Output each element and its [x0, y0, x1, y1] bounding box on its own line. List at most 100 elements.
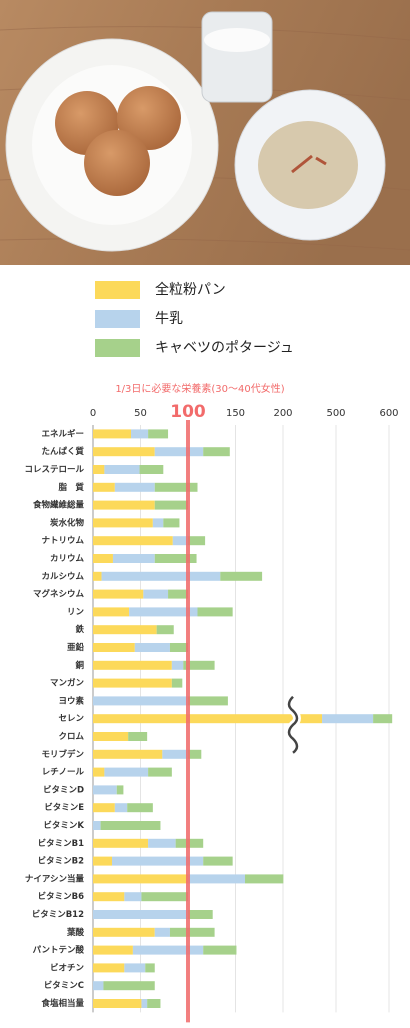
bar-segment [141, 892, 188, 902]
category-label: パントテン酸 [33, 945, 85, 956]
bar-segment [148, 767, 172, 777]
x-tick-label: 150 [226, 408, 245, 419]
bar-segment [220, 571, 263, 581]
bar-segment [148, 838, 176, 848]
bar-segment [141, 999, 148, 1008]
category-label: カリウム [50, 554, 85, 564]
bar-segment [114, 482, 155, 492]
bar-segment [169, 927, 215, 937]
category-label: ビタミンB2 [38, 856, 84, 867]
category-label: エネルギー [41, 428, 84, 439]
food-photo [0, 0, 410, 265]
category-label: ビタミンB12 [32, 909, 84, 920]
bar-segment [93, 910, 188, 919]
legend-label: 牛乳 [155, 311, 183, 327]
x-tick-label: 200 [273, 408, 292, 419]
bar-segment [188, 910, 213, 919]
bar-segment [100, 821, 161, 830]
bar-segment [154, 482, 198, 492]
category-label: 鉄 [75, 624, 84, 635]
bar-segment [124, 963, 146, 973]
legend-swatch [95, 339, 140, 357]
bar-segment [93, 589, 144, 599]
bar-segment [169, 643, 188, 652]
category-label: ビタミンD [43, 784, 84, 795]
category-label: 脂 質 [57, 482, 84, 493]
category-label: レチノール [42, 768, 85, 778]
category-label: ナトリウム [41, 536, 84, 546]
bar-segment [93, 892, 125, 902]
bar-segment [124, 892, 142, 902]
bar-segment [203, 945, 237, 955]
bar-segment [93, 571, 102, 581]
bar-segment [203, 856, 233, 866]
bar-segment [129, 607, 198, 617]
bar-segment [93, 821, 101, 830]
bar-segment [93, 660, 172, 670]
legend-label: キャベツのポタージュ [155, 340, 294, 356]
category-label: ビタミンE [44, 802, 84, 813]
chart: 1/3日に必要な栄養素(30〜40代女性) 0 50 100 150 200 500 600… [24, 382, 399, 1023]
bar-segment [93, 856, 112, 866]
category-label: セレン [58, 714, 84, 724]
category-label: 銅 [74, 660, 84, 671]
bar-segment [183, 660, 215, 670]
bar-segment [93, 874, 188, 884]
bar-segment [154, 927, 170, 937]
bar-segment [245, 874, 284, 884]
category-label: 葉酸 [66, 927, 85, 938]
bar-segment [152, 518, 164, 528]
category-label: 炭水化物 [50, 517, 85, 528]
bar-segment [373, 714, 393, 724]
bar-segment [171, 678, 183, 688]
bar-segment [188, 749, 202, 759]
category-label: マグネシウム [33, 589, 85, 600]
bar-segment [93, 785, 117, 795]
bar-segment [93, 554, 113, 563]
bar-segment [148, 429, 169, 439]
bar-segment [93, 838, 149, 848]
category-label: 食物繊維総量 [33, 500, 85, 511]
bar-segment [168, 589, 188, 599]
bar-segment [93, 945, 133, 955]
category-label: 亜鉛 [67, 642, 85, 653]
bar-segment [114, 803, 128, 813]
category-label: ビタミンC [44, 980, 84, 991]
chart-title: 1/3日に必要な栄養素(30〜40代女性) [115, 382, 284, 395]
bar-segment [103, 981, 155, 991]
legend-swatch [95, 310, 140, 328]
bar-segment [93, 429, 131, 439]
bar-segment [322, 714, 374, 724]
x-tick-label: 600 [379, 408, 398, 419]
bar-segment [93, 732, 129, 741]
x-tick-label: 100 [170, 402, 206, 422]
bar-segment [112, 856, 204, 866]
category-label: モリブデン [41, 749, 84, 760]
bar-segment [101, 571, 221, 581]
bar-segment [128, 732, 148, 741]
x-tick-label: 50 [134, 408, 147, 419]
bar-segment [93, 714, 323, 724]
bar-segment [156, 625, 174, 635]
category-label: カルシウム [41, 572, 84, 582]
bar-segment [93, 465, 105, 474]
category-label: マンガン [50, 678, 85, 689]
bar-segment [93, 518, 153, 528]
bar-segment [93, 447, 155, 457]
category-label: ビタミンB1 [38, 838, 84, 849]
category-label: ビオチン [50, 962, 85, 973]
x-tick-label: 0 [90, 408, 96, 419]
category-label: コレステロール [24, 465, 84, 475]
bar-segment [139, 465, 164, 474]
bar-segment [93, 696, 188, 706]
axis-break [287, 695, 299, 754]
category-label: 食塩相当量 [41, 998, 84, 1009]
bar-segment [162, 749, 188, 759]
bar-segment [203, 447, 230, 457]
category-label: ナイアシン当量 [25, 873, 85, 884]
bar-segment [93, 500, 155, 510]
bar-segment [93, 607, 130, 617]
bar-segment [93, 678, 172, 688]
